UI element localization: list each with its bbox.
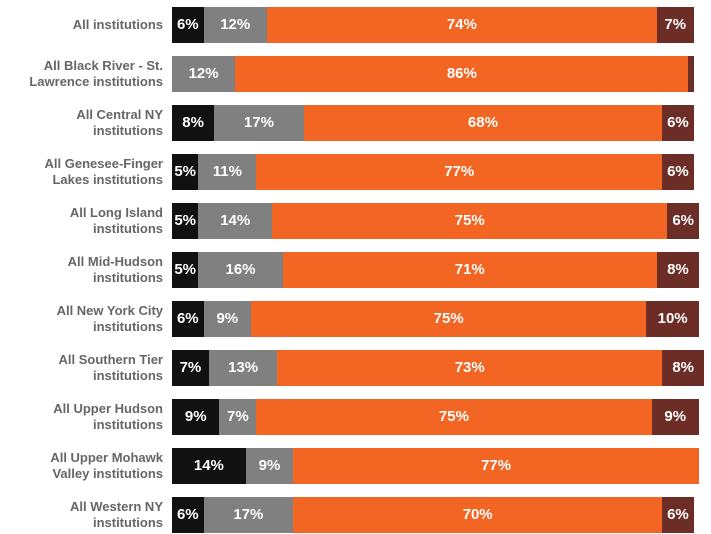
category-label: All New York City institutions bbox=[56, 303, 163, 334]
data-label: 6% bbox=[667, 114, 689, 131]
bar-segment bbox=[172, 105, 215, 141]
bar-segment bbox=[172, 7, 204, 43]
bar-segment bbox=[303, 105, 663, 141]
bar-segment bbox=[203, 7, 267, 43]
bar-segment bbox=[272, 203, 668, 239]
bar-segment bbox=[235, 56, 689, 92]
bar-segment bbox=[172, 497, 204, 533]
data-label: 8% bbox=[672, 359, 695, 376]
data-label: 75% bbox=[438, 408, 469, 425]
bar-segment bbox=[656, 7, 694, 43]
bar-segment bbox=[172, 203, 199, 239]
data-label: 75% bbox=[433, 310, 464, 327]
data-label: 7% bbox=[664, 16, 687, 33]
data-label: 17% bbox=[233, 506, 264, 523]
category-label: All Black River - St. Lawrence instituti… bbox=[29, 58, 163, 89]
data-label: 6% bbox=[672, 212, 695, 229]
data-label: 7% bbox=[227, 408, 249, 425]
bar-segment bbox=[282, 252, 657, 288]
data-label: 14% bbox=[220, 212, 251, 229]
bar-segment bbox=[198, 252, 283, 288]
data-label: 77% bbox=[481, 457, 512, 474]
data-label: 6% bbox=[667, 506, 689, 523]
bar-segment bbox=[662, 350, 705, 386]
bar-segment bbox=[256, 154, 663, 190]
data-label: 75% bbox=[454, 212, 485, 229]
bar-segment bbox=[172, 56, 236, 92]
data-label: 9% bbox=[216, 310, 239, 327]
data-label: 6% bbox=[667, 163, 689, 180]
data-label: 6% bbox=[176, 16, 199, 33]
data-label: 74% bbox=[446, 16, 477, 33]
bar-segment bbox=[688, 56, 694, 92]
data-label: 8% bbox=[182, 114, 204, 131]
data-label: 9% bbox=[184, 408, 207, 425]
bar-segment bbox=[662, 497, 694, 533]
category-label: All institutions bbox=[72, 17, 163, 32]
category-label: All Upper Mohawk Valley institutions bbox=[50, 450, 163, 481]
data-label: 16% bbox=[225, 261, 256, 278]
category-label: All Long Island institutions bbox=[69, 205, 163, 236]
bar-segment bbox=[277, 350, 663, 386]
data-label: 73% bbox=[454, 359, 485, 376]
bar-segment bbox=[651, 399, 699, 435]
data-label: 10% bbox=[657, 310, 688, 327]
bar-segment bbox=[219, 399, 257, 435]
category-label: All Genesee-Finger Lakes institutions bbox=[44, 156, 163, 187]
data-label: 68% bbox=[467, 114, 498, 131]
bar-segment bbox=[172, 252, 199, 288]
data-label: 12% bbox=[220, 16, 251, 33]
bar-segment bbox=[172, 448, 246, 484]
bar-segment bbox=[198, 154, 257, 190]
data-label: 77% bbox=[444, 163, 475, 180]
bar-segment bbox=[293, 497, 663, 533]
bar-segment bbox=[203, 301, 252, 337]
data-label: 86% bbox=[446, 65, 477, 82]
data-label: 70% bbox=[462, 506, 493, 523]
data-label: 6% bbox=[176, 310, 199, 327]
category-label: All Upper Hudson institutions bbox=[53, 401, 163, 432]
bar-segment bbox=[245, 448, 294, 484]
bar-segment bbox=[256, 399, 652, 435]
bar-segment bbox=[214, 105, 304, 141]
bar-segment bbox=[172, 350, 209, 386]
category-label: All Central NY institutions bbox=[76, 107, 163, 138]
data-label: 8% bbox=[667, 261, 689, 278]
data-label: 9% bbox=[664, 408, 687, 425]
category-label: All Southern Tier institutions bbox=[58, 352, 164, 383]
bar-segment bbox=[198, 203, 273, 239]
bar-segment bbox=[172, 301, 204, 337]
bar-segment bbox=[656, 252, 699, 288]
bar-segment bbox=[293, 448, 699, 484]
bar-segment bbox=[208, 350, 278, 386]
data-label: 11% bbox=[212, 163, 242, 180]
data-label: 17% bbox=[243, 114, 274, 131]
data-label: 9% bbox=[258, 457, 281, 474]
bar-segment bbox=[646, 301, 699, 337]
data-label: 5% bbox=[174, 261, 197, 278]
bar-segment bbox=[266, 7, 657, 43]
bar-segment bbox=[203, 497, 294, 533]
data-label: 71% bbox=[454, 261, 485, 278]
data-label: 5% bbox=[174, 212, 197, 229]
bar-segment bbox=[172, 154, 199, 190]
category-label: All Mid-Hudson institutions bbox=[67, 254, 163, 285]
bar-segment bbox=[172, 399, 220, 435]
data-label: 13% bbox=[228, 359, 259, 376]
data-label: 5% bbox=[174, 163, 197, 180]
bar-segment bbox=[667, 203, 699, 239]
bar-segment bbox=[662, 105, 694, 141]
bar-segment bbox=[251, 301, 647, 337]
data-label: 7% bbox=[179, 359, 202, 376]
bar-segment bbox=[662, 154, 694, 190]
category-label: All Western NY institutions bbox=[70, 499, 163, 530]
data-label: 12% bbox=[188, 65, 219, 82]
data-label: 14% bbox=[193, 457, 224, 474]
data-label: 6% bbox=[176, 506, 199, 523]
